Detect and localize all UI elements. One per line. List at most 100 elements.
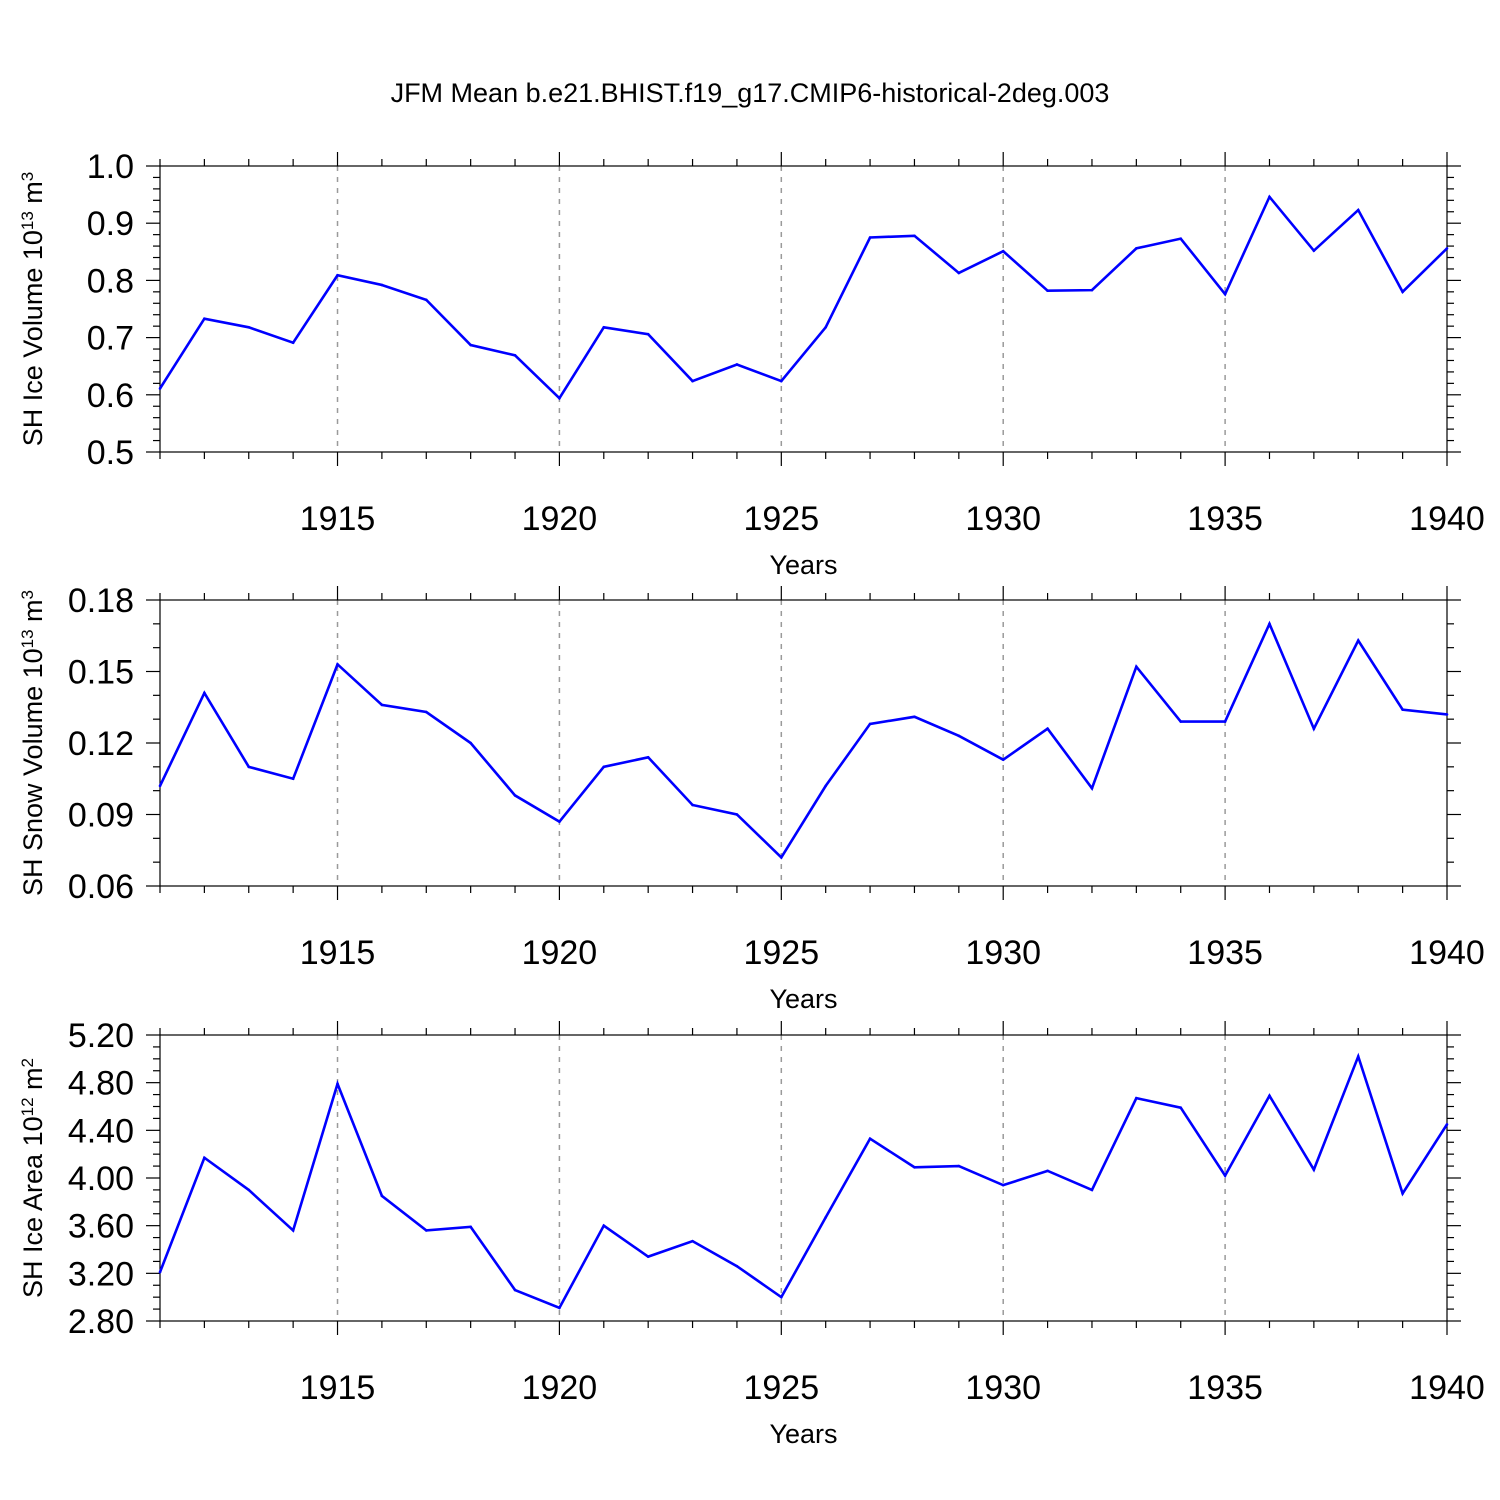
- x-tick-label: 1925: [743, 1369, 819, 1407]
- data-point: [1223, 720, 1227, 723]
- y-tick-label: 4.40: [68, 1112, 134, 1150]
- plot-frame: [159, 165, 1448, 453]
- data-point: [1001, 249, 1005, 253]
- data-point: [424, 1229, 428, 1232]
- data-point: [1401, 1192, 1404, 1195]
- data-point: [1001, 1183, 1005, 1187]
- y-axis-title: SH Ice Volume 1013 m3: [18, 172, 49, 447]
- x-tick-label: 1940: [1409, 934, 1485, 972]
- data-point: [1268, 622, 1271, 626]
- data-point: [646, 332, 650, 336]
- y-axis-title-superscript: 2: [18, 1058, 37, 1067]
- x-axis-title: Years: [769, 1419, 837, 1449]
- data-point: [957, 734, 961, 738]
- x-tick-label: 1930: [965, 1369, 1041, 1407]
- y-tick-label: 0.09: [68, 797, 134, 835]
- data-point: [247, 326, 251, 329]
- data-point: [247, 1188, 251, 1192]
- data-point: [469, 1225, 472, 1229]
- data-point: [1135, 665, 1138, 669]
- data-point: [1356, 639, 1360, 642]
- series-line: [158, 620, 1448, 860]
- data-point: [1179, 237, 1183, 240]
- x-tick-label: 1920: [522, 1369, 598, 1407]
- x-tick-label: 1935: [1187, 934, 1263, 972]
- data-point: [380, 703, 384, 707]
- figure-title: JFM Mean b.e21.BHIST.f19_g17.CMIP6-histo…: [391, 78, 1110, 108]
- data-point: [824, 1216, 827, 1219]
- y-tick-label: 0.8: [87, 262, 134, 300]
- x-axis-title: Years: [769, 550, 837, 580]
- data-point: [380, 1194, 384, 1198]
- y-axis-title-part: m: [18, 599, 48, 629]
- y-tick-label: 4.80: [68, 1065, 134, 1103]
- data-point: [824, 326, 827, 329]
- data-point: [203, 1156, 206, 1160]
- data-point: [780, 379, 783, 383]
- data-point: [158, 784, 162, 788]
- data-point: [1312, 249, 1316, 252]
- data-point: [1401, 708, 1404, 711]
- panel-2: 0.06 0.09 0.12 0.15 0.18 1915 1920 1925 1930 1935…: [18, 582, 1485, 1014]
- data-point: [913, 1165, 916, 1169]
- data-point: [558, 1306, 561, 1310]
- data-point: [602, 1224, 606, 1227]
- y-tick-label: 1.0: [87, 148, 134, 186]
- series-line: [158, 1052, 1449, 1310]
- data-point: [513, 794, 517, 797]
- data-point: [824, 784, 827, 788]
- data-point: [336, 273, 339, 277]
- data-point: [868, 236, 872, 239]
- data-point: [158, 387, 162, 390]
- data-point: [1401, 290, 1404, 294]
- data-point: [513, 1288, 517, 1292]
- data-point: [1445, 713, 1449, 716]
- y-axis-title-part: m: [18, 181, 48, 211]
- x-tick-label: 1915: [300, 934, 376, 972]
- data-point: [913, 234, 916, 238]
- data-point: [247, 765, 251, 769]
- x-tick-label: 1925: [743, 500, 819, 538]
- data-point: [1356, 208, 1360, 212]
- data-point: [1046, 1169, 1049, 1173]
- data-point: [646, 1255, 650, 1258]
- x-tick-label: 1925: [743, 934, 819, 972]
- data-point: [1268, 195, 1271, 199]
- y-axis-title-part: m: [18, 1067, 48, 1097]
- data-point: [513, 354, 517, 357]
- y-tick-label: 3.60: [68, 1208, 134, 1246]
- data-point: [1135, 1096, 1138, 1100]
- data-point: [1356, 1055, 1360, 1058]
- y-tick-label: 0.7: [87, 320, 134, 358]
- plot-frame: [159, 599, 1448, 887]
- data-point: [469, 741, 472, 745]
- data-point: [1179, 720, 1183, 723]
- data-point: [1135, 247, 1138, 250]
- data-point: [957, 1164, 961, 1168]
- y-axis-title-superscript: 3: [18, 590, 37, 599]
- x-tick-label: 1920: [522, 500, 598, 538]
- data-point: [691, 803, 694, 807]
- data-point: [1001, 758, 1005, 761]
- data-point: [1312, 727, 1316, 730]
- data-point: [1223, 292, 1227, 296]
- data-point: [291, 341, 295, 345]
- data-point: [602, 765, 606, 769]
- data-point: [558, 396, 561, 400]
- data-point: [646, 756, 650, 759]
- data-point: [957, 271, 961, 275]
- y-tick-label: 0.18: [68, 582, 134, 620]
- data-point: [1090, 1188, 1094, 1192]
- y-tick-label: 5.20: [68, 1017, 134, 1055]
- data-point: [203, 317, 206, 321]
- data-point: [780, 856, 783, 859]
- data-point: [291, 1229, 295, 1232]
- data-point: [1046, 289, 1049, 292]
- data-point: [558, 820, 561, 823]
- y-axis-title-superscript: 13: [18, 211, 37, 230]
- y-tick-label: 2.80: [68, 1303, 134, 1341]
- y-tick-label: 0.9: [87, 205, 134, 243]
- data-point: [735, 813, 739, 816]
- x-tick-label: 1930: [965, 500, 1041, 538]
- data-point: [691, 379, 694, 383]
